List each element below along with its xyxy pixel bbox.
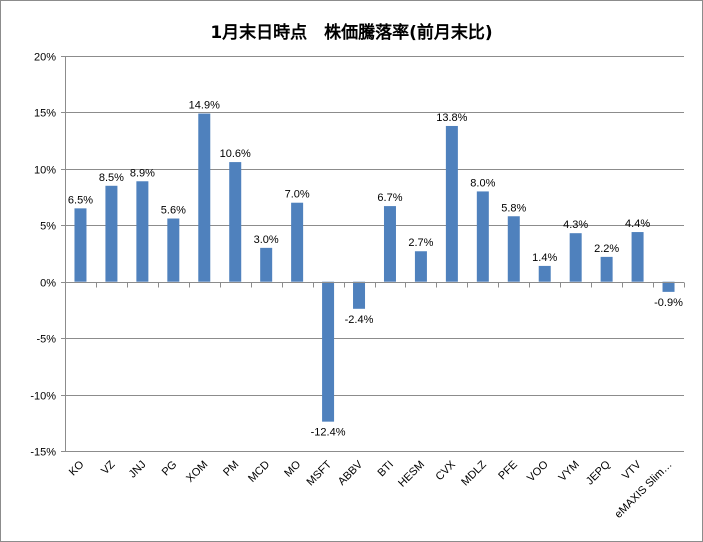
data-label: 8.9% [130,167,155,179]
data-label: 2.7% [408,237,433,249]
data-label: -0.9% [654,297,683,309]
category-label: VTV [620,458,644,482]
chart-title: 1月末日時点 株価騰落率(前月末比) [210,23,493,43]
data-label: 8.0% [470,177,495,189]
data-label: 6.7% [377,192,402,204]
y-tick-label: 0% [40,278,56,290]
bar-xom [198,113,211,282]
bar-abbv [353,281,366,309]
data-label: 1.4% [532,252,557,264]
gridlines [65,56,684,452]
bar-cvx [445,125,458,282]
y-tick-label: -10% [30,391,56,403]
data-label: 5.8% [501,202,526,214]
bar-bti [383,206,396,282]
data-label: 6.5% [68,194,93,206]
y-tick-label: 15% [34,108,56,120]
category-label: JNJ [127,459,149,481]
data-label: 4.4% [625,218,650,230]
bar-jepq [600,256,613,282]
bar-hesm [414,251,427,282]
y-tick-label: 20% [34,52,56,64]
bar-vz [105,185,118,282]
data-label: 2.2% [594,243,619,255]
bar-vym [569,233,582,282]
bar-pg [167,218,180,282]
category-label: MSFT [305,458,335,488]
data-label: 8.5% [99,172,124,184]
category-label: PM [221,459,241,479]
category-label: MDLZ [459,458,489,488]
bar-emaxis-slim- [662,281,675,292]
data-label: -2.4% [345,314,374,326]
category-label: VYM [556,459,581,484]
bar-pfe [507,216,520,282]
bar-jnj [136,181,149,282]
category-label: PFE [496,459,520,483]
data-label: 14.9% [189,100,220,112]
x-axis-ticks [65,282,685,288]
category-labels: KO VZ JNJ PG XOM PM MCD MO MSFT ABBV BTI HESM CVX MDL… [67,458,675,521]
bar-msft [322,281,335,422]
bar-voo [538,265,551,282]
data-label: 3.0% [254,234,279,246]
category-label: HESM [396,459,427,490]
bar-mcd [260,247,273,282]
axes [65,56,684,451]
data-labels: 6.5% 8.5% 8.9% 5.6% 14.9% 10.6% 3.0% 7.0% -12.4%… [68,100,683,439]
category-label: MO [282,458,303,479]
data-label: 13.8% [436,112,467,124]
category-label: KO [67,458,87,478]
data-label: 5.6% [161,205,186,217]
category-label: JEPQ [584,458,613,487]
data-label: 7.0% [285,189,310,201]
category-label: eMAXIS Slim… [613,459,675,521]
category-label: ABBV [336,458,366,488]
data-label: -12.4% [311,427,346,439]
data-label: 4.3% [563,219,588,231]
bars [74,113,675,422]
category-label: MCD [246,459,272,485]
data-label: 10.6% [220,148,251,160]
bar-mdlz [476,191,489,282]
bar-mo [291,202,304,282]
bar-ko [74,208,87,282]
y-tick-label: -5% [36,334,56,346]
category-label: CVX [434,458,459,483]
bar-pm [229,162,242,282]
y-tick-label: -15% [30,447,56,459]
y-axis-ticks: 20% 15% 10% 5% 0% -5% -10% -15% [30,52,65,459]
category-label: PG [160,459,180,479]
y-tick-label: 5% [40,221,56,233]
category-label: BTI [376,459,397,480]
category-label: XOM [184,459,210,485]
bar-vtv [631,232,644,282]
category-label: VOO [525,458,551,484]
category-label: VZ [99,458,118,477]
y-tick-label: 10% [34,165,56,177]
